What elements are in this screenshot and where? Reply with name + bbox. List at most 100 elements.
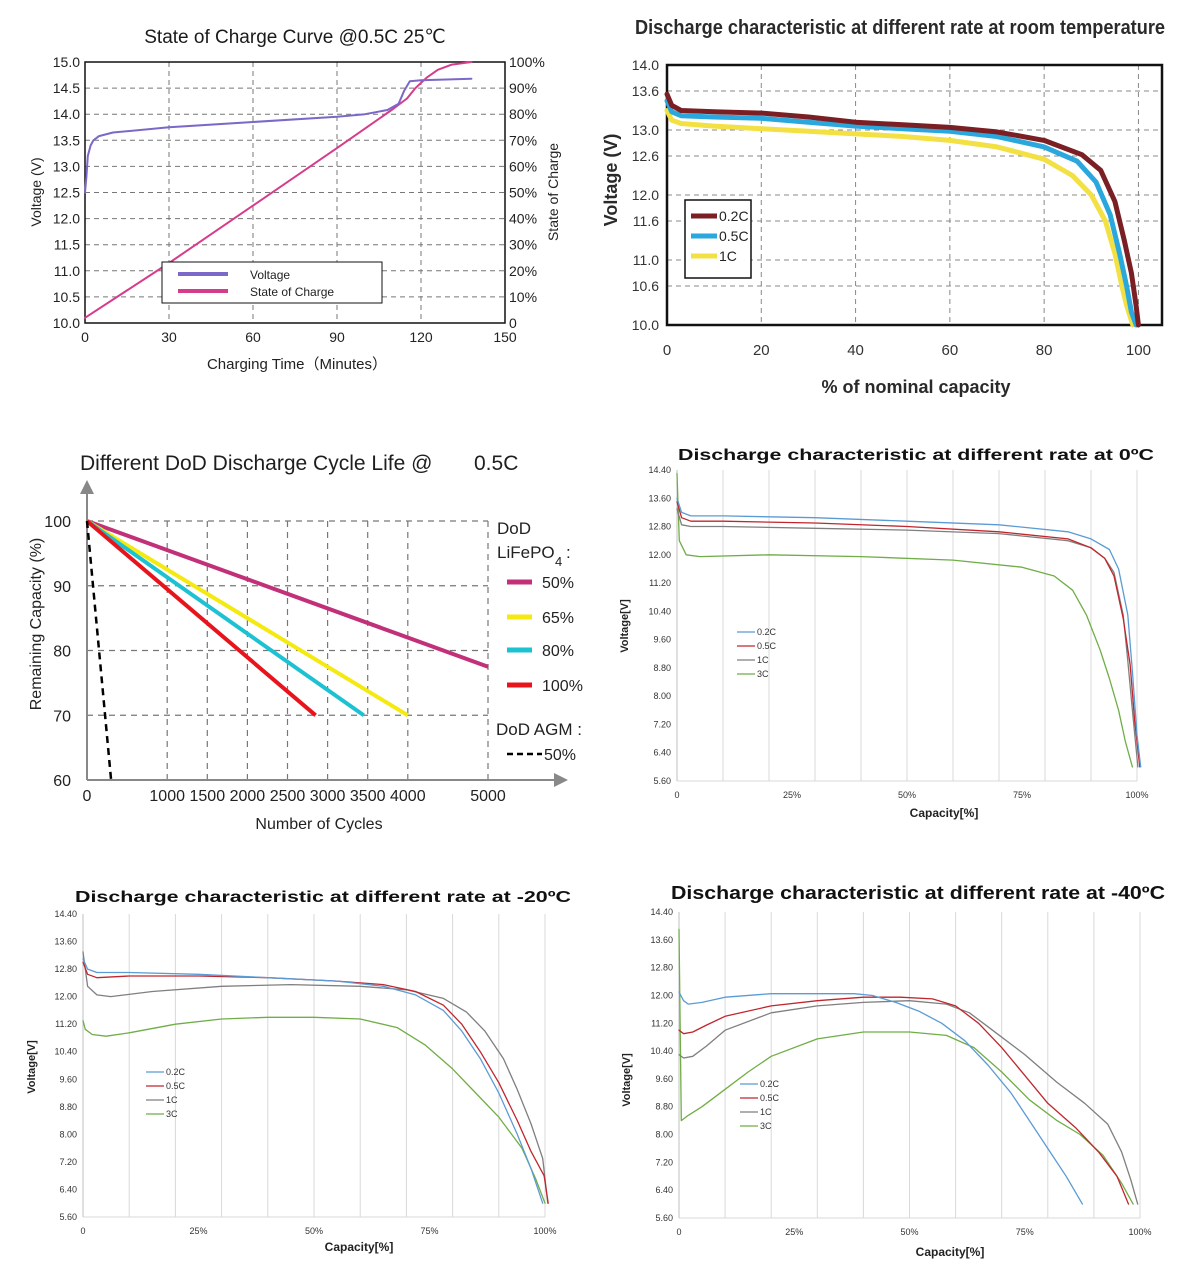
dod-title-suffix: 0.5C [474,452,518,475]
soc-ytick-label: 14.5 [53,80,80,96]
tm40-ytick-label: 12.00 [650,990,673,1000]
tm40-series-0.5c [678,996,1130,1205]
t0-xtick-label: 0 [674,790,679,800]
rt-xtick-label: 40 [847,342,864,359]
t0-legend-0.2c-label: 0.2C [757,627,777,637]
tm20-xlabel: Capacity[%] [325,1240,394,1254]
soc-y2tick-label: 70% [509,132,537,148]
tm40-ytick-label: 12.80 [650,963,673,973]
dod-ylabel: Remaining Capacity (%) [28,538,45,711]
soc-ytick-label: 15.0 [53,54,80,70]
t0-xtick-label: 100% [1125,790,1148,800]
rt-ytick-label: 11.6 [633,213,659,229]
soc-legend-label-state-of-charge: State of Charge [250,285,334,299]
soc-xtick-label: 0 [81,329,89,345]
soc-title: State of Charge Curve @0.5C 25℃ [144,27,446,48]
tm40-ylabel: Voltage[V] [621,1053,633,1107]
dod-series-agm-50 [85,520,113,781]
tm40-xlabel: Capacity[%] [916,1245,985,1259]
tm40-ytick-label: 10.40 [650,1046,673,1056]
soc-y2tick-label: 90% [509,80,537,96]
dod-legend-50-label: 50% [542,575,574,592]
dod-xtick-label: 4000 [390,788,426,805]
dod-legend-group-tail: : [566,543,571,562]
rt-ylabel: Voltage (V) [601,134,621,227]
rt-ytick-label: 13.6 [632,83,659,99]
t0-legend-1c-label: 1C [757,655,769,665]
dod-x-axis-arrow [554,773,568,787]
t0-series-0.5c [676,501,1141,768]
t0-legend-3c-label: 3C [757,669,769,679]
dod-y-axis-arrow [80,480,94,494]
tm40-ytick-label: 7.20 [655,1157,673,1167]
soc-ytick-label: 14.0 [53,106,80,122]
soc-ytick-label: 13.5 [53,132,80,148]
rt-legend-0.2c-label: 0.2C [719,208,749,224]
dod-xtick-label: 3000 [310,788,346,805]
tm20-xtick-label: 100% [533,1226,556,1236]
dod-legend-title: DoD [497,519,531,538]
tm20-ytick-label: 12.00 [54,992,77,1002]
soc-series-voltage [84,77,473,194]
soc-y2tick-label: 100% [509,54,545,70]
rt-xtick-label: 80 [1036,342,1053,359]
soc-xtick-label: 120 [409,329,433,345]
tm40-series-1c [678,1000,1139,1205]
tm40-ytick-label: 6.40 [655,1185,673,1195]
tm20-legend-0.5c-label: 0.5C [166,1081,186,1091]
dod-xtick-label: 2000 [230,788,266,805]
t0-series-3c [676,472,1134,768]
soc-ytick-label: 12.5 [53,185,80,201]
dod-legend-80-label: 80% [542,643,574,660]
t0-ytick-label: 8.00 [653,691,671,701]
tm20-xtick-label: 0 [80,1226,85,1236]
dod-legend-group: LiFePO [497,543,555,562]
rt-legend-1c-label: 1C [719,248,737,264]
t0-ytick-label: 12.80 [648,522,671,532]
rt-xtick-label: 60 [942,342,959,359]
dod-legend-group-sub: 4 [555,554,562,569]
rt-legend-box [684,199,752,279]
t0-ytick-label: 13.60 [648,493,671,503]
dod-ytick-label: 70 [53,708,71,725]
t0-title: Discharge characteristic at different ra… [678,447,1155,464]
rt-ytick-label: 10.0 [632,317,659,333]
dod-series-lifepo4-50 [86,519,489,669]
rt-ytick-label: 10.6 [632,278,659,294]
dod-ytick-label: 100 [44,514,71,531]
tm20-legend-0.2c-label: 0.2C [166,1067,186,1077]
tm20-legend-3c-label: 3C [166,1109,178,1119]
t0-ytick-label: 9.60 [653,635,671,645]
dod-xtick-label: 1000 [149,788,185,805]
t0-xtick-label: 50% [898,790,916,800]
soc-xlabel: Charging Time（Minutes） [207,356,387,373]
t0-series-1c [676,508,1139,768]
t0-xtick-label: 75% [1013,790,1031,800]
tm20-ytick-label: 9.60 [59,1074,77,1084]
dod-ytick-label: 90 [53,579,71,596]
tm40-ytick-label: 13.60 [650,935,673,945]
tm20-ytick-label: 13.60 [54,937,77,947]
soc-y2tick-label: 50% [509,185,537,201]
tm20-title: Discharge characteristic at different ra… [75,889,572,906]
rt-legend-0.5c-label: 0.5C [719,228,749,244]
t0-ytick-label: 12.00 [648,550,671,560]
tm20-ytick-label: 5.60 [59,1212,77,1222]
tm40-ytick-label: 8.00 [655,1130,673,1140]
soc-ytick-label: 12.0 [53,211,80,227]
soc-ytick-label: 10.0 [53,315,80,331]
rt-xtick-label: 100 [1126,342,1151,359]
dod-legend-65-label: 65% [542,610,574,627]
tm40-ytick-label: 8.80 [655,1102,673,1112]
rt-xlabel: % of nominal capacity [821,377,1010,397]
tm40-title: Discharge characteristic at different ra… [671,883,1165,903]
rt-series-1c [664,108,1136,328]
t0-ylabel: Voltage[V] [619,599,631,653]
dod-series-lifepo4-100 [85,519,317,717]
dod-legend2-title: DoD AGM : [496,720,582,739]
dod-series-lifepo4-65 [85,519,409,718]
rt-ytick-label: 14.0 [632,57,659,73]
rt-ytick-label: 13.0 [632,122,659,138]
t0-ytick-label: 8.80 [653,663,671,673]
